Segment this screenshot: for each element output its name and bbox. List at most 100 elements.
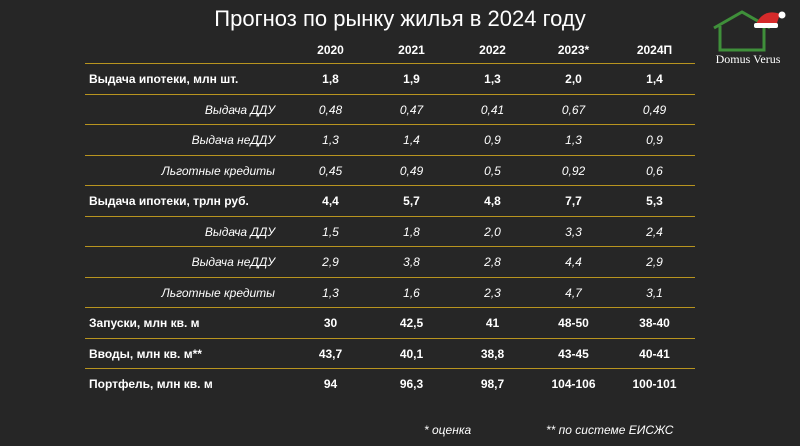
table-cell: 1,5 xyxy=(322,224,339,239)
row-cells: 1,3 1,6 2,3 4,7 3,1 xyxy=(290,286,695,300)
table-row: Выдача ипотеки, трлн руб. 4,4 5,7 4,8 7,7 5,3 xyxy=(85,186,695,217)
table-cell: 96,3 xyxy=(399,377,424,392)
table-cell: 0,49 xyxy=(642,102,667,117)
table-cell: 100-101 xyxy=(632,377,677,392)
table-cell: 2,9 xyxy=(322,255,339,270)
row-label: Льготные кредиты xyxy=(161,163,275,178)
divider-line xyxy=(85,276,695,278)
table-cell: 43,7 xyxy=(318,346,343,361)
table-cell: 1,3 xyxy=(484,72,501,87)
table-cell: 40,1 xyxy=(399,346,424,361)
table-cell: 3,8 xyxy=(403,255,420,270)
table-cell: 7,7 xyxy=(565,194,582,209)
divider-line xyxy=(85,63,695,64)
table-row: Выдача ипотеки, млн шт. 1,8 1,9 1,3 2,0 1,4 xyxy=(85,64,695,95)
row-cells: 0,45 0,49 0,5 0,92 0,6 xyxy=(290,164,695,178)
table-cell: 0,9 xyxy=(646,133,663,148)
table-row: Льготные кредиты 0,45 0,49 0,5 0,92 0,6 xyxy=(85,156,695,186)
logo-text: Domus Verus xyxy=(715,52,781,66)
row-label: Выдача ДДУ xyxy=(204,102,275,117)
divider-line xyxy=(85,124,695,125)
table-cell: 3,3 xyxy=(565,224,582,239)
row-label: Выдача неДДУ xyxy=(191,133,275,148)
logo: Domus Verus xyxy=(706,6,790,70)
table-cell: 5,3 xyxy=(646,194,663,209)
table-cell: 2,0 xyxy=(565,72,582,87)
table-cell: 2,9 xyxy=(646,255,663,270)
row-cells: 1,3 1,4 0,9 1,3 0,9 xyxy=(290,133,695,147)
column-header: 2023* xyxy=(557,43,590,57)
table-cell: 98,7 xyxy=(480,377,505,392)
table-row: Выдача неДДУ 2,9 3,8 2,8 4,4 2,9 xyxy=(85,247,695,278)
row-label: Выдача ипотеки, млн шт. xyxy=(89,72,239,87)
table-cell: 30 xyxy=(323,316,338,331)
table-row: Запуски, млн кв. м 30 42,5 41 48-50 38-40 xyxy=(85,308,695,339)
table-cell: 1,6 xyxy=(403,285,420,300)
table-cell: 38,8 xyxy=(480,346,505,361)
divider-line xyxy=(85,337,695,339)
table-cell: 0,41 xyxy=(480,102,505,117)
row-label: Выдача ДДУ xyxy=(204,224,275,239)
row-label: Портфель, млн кв. м xyxy=(89,377,213,392)
row-cells: 2,9 3,8 2,8 4,4 2,9 xyxy=(290,255,695,269)
row-label: Запуски, млн кв. м xyxy=(89,316,200,331)
table-cell: 0,49 xyxy=(399,163,424,178)
table-cell: 0,48 xyxy=(318,102,343,117)
table-cell: 42,5 xyxy=(399,316,424,331)
table-cell: 38-40 xyxy=(639,316,670,331)
table-cell: 0,67 xyxy=(561,102,586,117)
divider-line xyxy=(85,93,695,95)
row-cells: 0,48 0,47 0,41 0,67 0,49 xyxy=(290,103,695,117)
table-cell: 1,4 xyxy=(646,72,663,87)
row-cells: 1,5 1,8 2,0 3,3 2,4 xyxy=(290,225,695,239)
divider-line xyxy=(85,154,695,156)
table-cell: 0,47 xyxy=(399,102,424,117)
table-cell: 94 xyxy=(323,377,338,392)
table-cell: 3,1 xyxy=(646,285,663,300)
table-row: Портфель, млн кв. м 94 96,3 98,7 104-106 100-… xyxy=(85,369,695,400)
row-cells: 4,4 5,7 4,8 7,7 5,3 xyxy=(290,194,695,208)
footnote-system: ** по системе ЕИСЖС xyxy=(546,423,674,437)
table-cell: 40-41 xyxy=(639,346,670,361)
table-cell: 0,45 xyxy=(318,163,343,178)
table-cell: 0,6 xyxy=(646,163,663,178)
table-cell: 2,4 xyxy=(646,224,663,239)
row-label: Льготные кредиты xyxy=(161,285,275,300)
table-cell: 2,3 xyxy=(484,285,501,300)
table-row: Выдача неДДУ 1,3 1,4 0,9 1,3 0,9 xyxy=(85,125,695,156)
table-cell: 0,5 xyxy=(484,163,501,178)
table-cell: 1,3 xyxy=(322,285,339,300)
table-cell: 4,8 xyxy=(484,194,501,209)
table-row: Выдача ДДУ 1,5 1,8 2,0 3,3 2,4 xyxy=(85,217,695,247)
table-cell: 43-45 xyxy=(558,346,589,361)
table-cell: 1,8 xyxy=(403,224,420,239)
forecast-table: 2020 2021 2022 2023* 2024П Выдача ипотеки, м… xyxy=(85,36,695,400)
footnote-estimate: * оценка xyxy=(424,423,472,437)
row-cells: 30 42,5 41 48-50 38-40 xyxy=(290,316,695,330)
divider-line xyxy=(85,185,695,186)
divider-line xyxy=(85,368,695,369)
table-cell: 4,7 xyxy=(565,285,582,300)
table-cell: 5,7 xyxy=(403,194,420,209)
table-row: Льготные кредиты 1,3 1,6 2,3 4,7 3,1 xyxy=(85,278,695,308)
table-cell: 104-106 xyxy=(551,377,596,392)
page-title: Прогноз по рынку жилья в 2024 году xyxy=(214,6,586,31)
table-header-row: 2020 2021 2022 2023* 2024П xyxy=(85,36,695,64)
column-header: 2021 xyxy=(398,43,425,57)
house-with-santa-hat-icon xyxy=(713,10,786,52)
row-cells: 1,8 1,9 1,3 2,0 1,4 xyxy=(290,72,695,86)
table-cell: 1,8 xyxy=(322,72,339,87)
row-label: Выдача ипотеки, трлн руб. xyxy=(89,194,249,209)
table-cell: 2,8 xyxy=(484,255,501,270)
column-header: 2022 xyxy=(479,43,506,57)
header-cells: 2020 2021 2022 2023* 2024П xyxy=(290,43,695,57)
table-cell: 1,3 xyxy=(565,133,582,148)
row-label: Вводы, млн кв. м** xyxy=(89,346,202,361)
divider-line xyxy=(85,246,695,247)
column-header: 2020 xyxy=(317,43,344,57)
row-label: Выдача неДДУ xyxy=(191,255,275,270)
table-cell: 48-50 xyxy=(558,316,589,331)
table-cell: 41 xyxy=(485,316,500,331)
table-cell: 4,4 xyxy=(565,255,582,270)
table-body: Выдача ипотеки, млн шт. 1,8 1,9 1,3 2,0 1,4 Вы… xyxy=(85,64,695,400)
